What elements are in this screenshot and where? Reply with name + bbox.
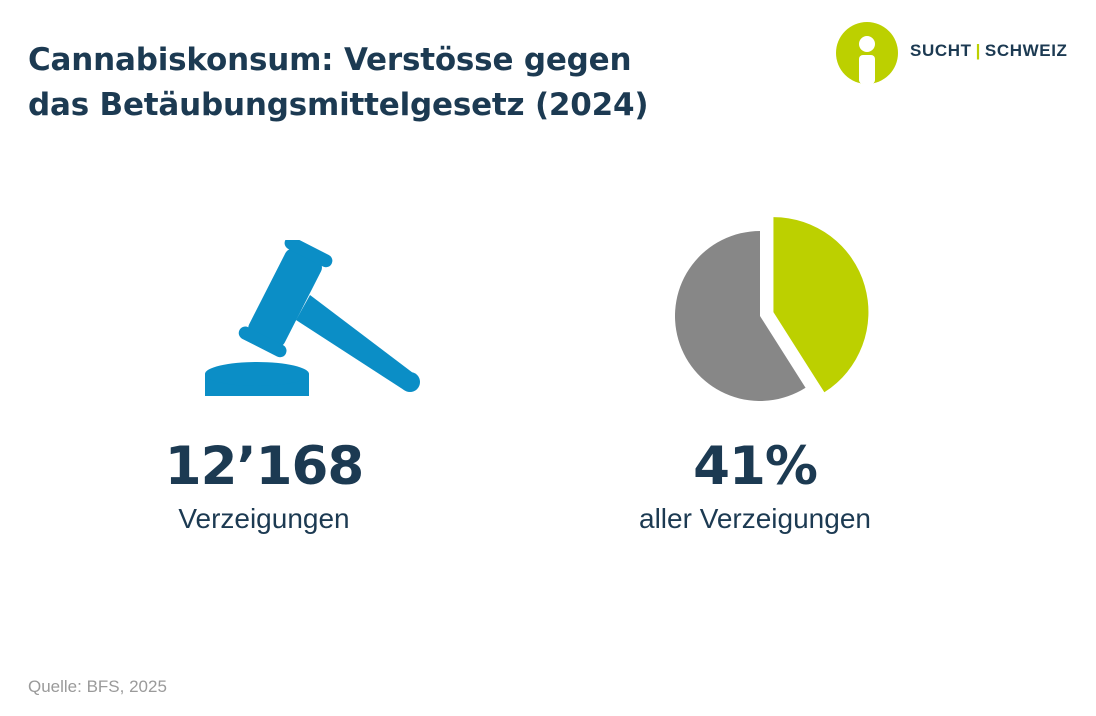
pie-slice-0 [773, 217, 869, 393]
logo-wordmark: SUCHT | SCHWEIZ [910, 41, 1068, 61]
gavel-icon [205, 240, 420, 396]
title-line-1: Cannabiskonsum: Verstösse gegen [28, 42, 632, 78]
logo-text-sucht: SUCHT [910, 41, 972, 60]
pie-slice-1 [674, 231, 806, 401]
source-note: Quelle: BFS, 2025 [28, 677, 167, 696]
chart-title: Cannabiskonsum: Verstösse gegen das Betä… [28, 38, 788, 128]
logo-text-schweiz: SCHWEIZ [984, 41, 1068, 60]
sucht-schweiz-logo: SUCHT | SCHWEIZ [836, 22, 1086, 84]
reports-count: 12’168 [164, 436, 365, 497]
share-percentage: 41% [693, 436, 818, 497]
reports-label: Verzeigungen [178, 503, 350, 534]
share-label: aller Verzeigungen [639, 503, 871, 534]
logo-separator: | [975, 41, 981, 60]
pie-chart [674, 217, 869, 401]
title-line-2: das Betäubungsmittelgesetz (2024) [28, 87, 649, 123]
person-in-circle-icon [836, 22, 898, 84]
